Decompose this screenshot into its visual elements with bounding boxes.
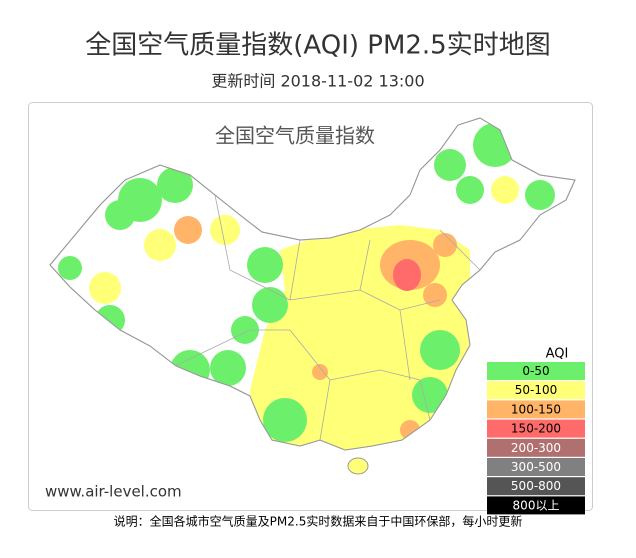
legend-swatch [487, 458, 585, 476]
watermark: www.air-level.com [45, 483, 182, 501]
map [49, 117, 576, 475]
legend-label: 150-200 [511, 422, 561, 436]
legend-swatch [487, 362, 585, 380]
legend-label: 0-50 [522, 364, 549, 378]
area-good [58, 123, 555, 442]
area-moderate-west [89, 176, 519, 304]
legend-label: 300-500 [511, 460, 561, 474]
legend-label: 500-800 [511, 479, 561, 493]
map-title: 全国空气质量指数 [215, 124, 375, 148]
legend-swatch [487, 438, 585, 457]
legend-label: 200-300 [511, 441, 561, 455]
legend: 0-50 50-100 100-150 150-200 200-300 300-500 50… [487, 362, 585, 515]
area-unhealthy [393, 259, 421, 291]
legend-swatch [487, 496, 585, 515]
legend-swatch [487, 477, 585, 496]
page-title: 全国空气质量指数(AQI) PM2.5实时地图 [85, 31, 550, 61]
legend-title: AQI [546, 347, 569, 362]
legend-label: 800以上 [513, 498, 560, 512]
legend-label: 50-100 [515, 383, 558, 397]
legend-label: 100-150 [511, 402, 561, 416]
legend-swatch [487, 400, 585, 419]
footer-note: 说明：全国各城市空气质量及PM2.5实时数据来自于中国环保部，每小时更新 [114, 514, 523, 529]
update-time: 更新时间 2018-11-02 13:00 [211, 72, 424, 91]
hainan [347, 457, 369, 475]
legend-swatch [487, 419, 585, 438]
aqi-areas [58, 123, 555, 450]
province-borders [174, 194, 481, 441]
legend-swatch [487, 381, 585, 400]
